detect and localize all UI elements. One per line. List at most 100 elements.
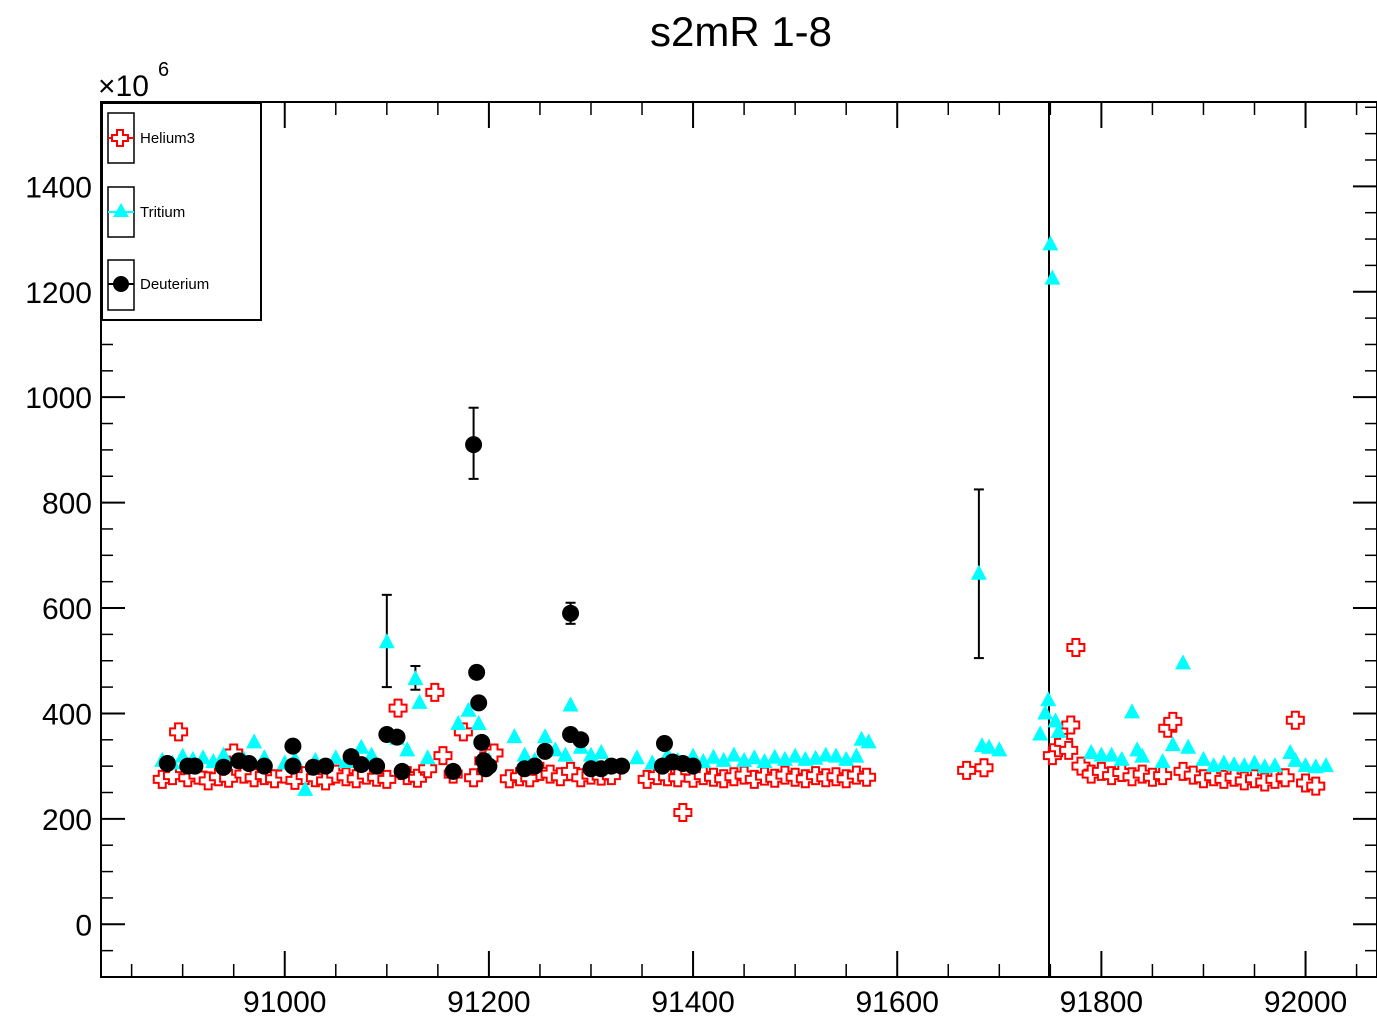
tritium-point [1317,757,1334,773]
tritium-point [419,749,436,765]
tritium-point [827,747,844,763]
tritium-point [411,693,428,709]
deuterium-point [613,757,631,775]
tritium-point [297,780,314,796]
y-tick-label: 800 [42,488,92,521]
helium3-point [388,698,408,718]
helium3-point [1275,768,1295,788]
helium3-point [1173,761,1193,781]
tritium-point [725,746,742,762]
tritium-point [450,714,467,730]
deuterium-point [444,762,462,780]
tritium-point [516,746,533,762]
helium3-point [305,768,325,788]
y-tick-label: 400 [42,698,92,731]
tritium-point [506,728,523,744]
tritium-point [860,733,877,749]
tritium-point [1266,757,1283,773]
tritium-point [1215,754,1232,770]
y-tick-label: 0 [75,909,92,942]
legend: Helium3 Tritium Deuterium [101,102,262,321]
tritium-point [746,749,763,765]
helium3-legend-marker-icon [111,129,129,147]
tritium-point [756,752,773,768]
helium3-point [857,767,877,787]
legend-entry-tritium: Tritium [107,186,185,238]
helium3-point [957,760,977,780]
x-tick-label: 91400 [651,986,734,1019]
tritium-point [557,746,574,762]
helium3-point [1204,767,1224,787]
y-tick-label: 1200 [25,277,92,310]
helium3-point [1153,766,1173,786]
x-tick-label: 92000 [1264,986,1347,1019]
deuterium-point [526,757,544,775]
deuterium-point [255,757,273,775]
helium3-point [826,767,846,787]
deuterium-point [388,728,406,746]
y-tick-label: 1400 [25,171,92,204]
deuterium-point [158,755,176,773]
tritium-point [537,728,554,744]
tritium-point [1044,269,1061,285]
tritium-point [470,714,487,730]
tritium-point [460,701,477,717]
helium3-point [1245,769,1264,789]
x-tick-label: 91600 [856,986,939,1019]
x-tick-label: 91200 [447,986,530,1019]
helium3-point [1285,710,1305,730]
tritium-point [1195,750,1212,766]
tritium-point [766,748,783,764]
helium3-point [1183,765,1203,785]
helium3-point [673,803,693,823]
helium3-point [377,769,397,789]
tritium-legend-marker-icon [113,203,129,217]
helium3-point [1066,638,1086,658]
helium3-point [974,758,994,778]
tritium-point [378,633,395,649]
legend-label-helium3: Helium3 [140,130,195,147]
deuterium-point [284,757,302,775]
tritium-point [848,747,865,763]
helium3-point [418,759,438,779]
y-multiplier: ×10 6 [98,59,169,103]
helium3-point [464,768,484,788]
x-axis: 91000 91200 91400 91600 91800 92000 [130,102,1358,1019]
deuterium-point [393,762,411,780]
deuterium-point [240,755,258,773]
tritium-point [593,743,610,759]
helium3-point [336,767,356,787]
helium3-point [668,768,688,788]
tritium-point [1180,738,1197,754]
tritium-point [215,746,232,762]
tritium-point [1103,746,1120,762]
tritium-point [981,738,998,754]
deuterium-legend-marker-icon [113,276,129,292]
deuterium-point [536,742,554,760]
tritium-point [562,696,579,712]
helium3-point [755,766,775,786]
chart-title: s2mR 1-8 [650,8,832,55]
tritium-point [991,741,1008,757]
deuterium-point [468,663,486,681]
legend-entry-deuterium: Deuterium [107,259,209,311]
helium3-point [433,746,453,766]
tritium-point [1287,751,1304,767]
tritium-point [1083,743,1100,759]
helium3-point [703,767,723,787]
y-multiplier-exponent: 6 [158,59,169,81]
x-tick-label: 91000 [243,986,326,1019]
helium3-point [1132,764,1152,784]
helium3-point [1163,711,1183,731]
y-tick-label: 200 [42,804,92,837]
helium3-point [1059,740,1079,760]
tritium-point [407,670,424,686]
helium3-point [775,765,795,785]
y-tick-label: 600 [42,593,92,626]
tritium-point [715,751,732,767]
legend-label-tritium: Tritium [140,204,185,221]
helium3-point [846,765,866,785]
tritium-point [705,748,722,764]
tritium-point [1134,747,1151,763]
deuterium-point [284,737,302,755]
